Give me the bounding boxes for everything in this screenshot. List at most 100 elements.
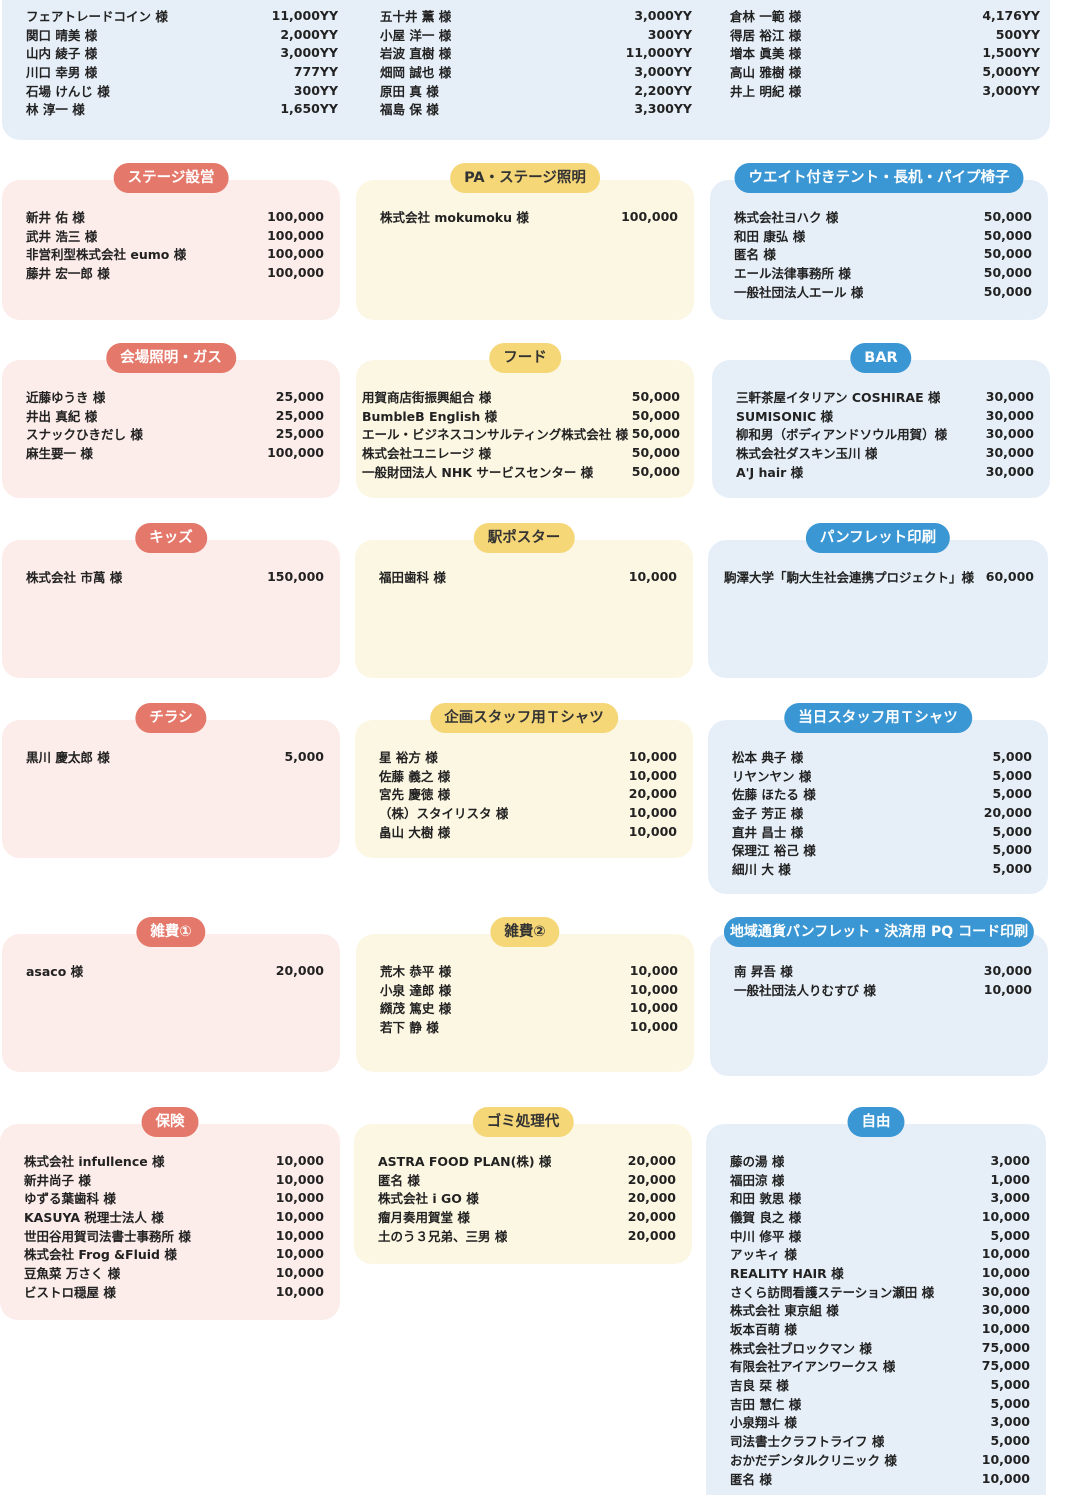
list-item: 松本 典子 様 5,000 [732, 747, 1032, 766]
list-item: 株式会社 Frog &Fluid 様 10,000 [24, 1244, 324, 1263]
list-item: 黒川 慶太郎 様 5,000 [26, 747, 324, 766]
category-card-flyers: チラシ 黒川 慶太郎 様 5,000 [2, 703, 340, 858]
sponsor-amount: 500YY [995, 26, 1040, 42]
sponsor-amount: 5,000 [992, 860, 1032, 876]
sponsor-amount: 1,000 [990, 1171, 1030, 1187]
sponsor-name: 山内 綾子 様 [26, 46, 98, 62]
list-item: 株式会社ユニレージ 様 50,000 [362, 443, 680, 462]
sponsor-amount: 10,000 [628, 748, 677, 764]
list-item: 吉良 栞 様 5,000 [730, 1375, 1030, 1394]
sponsor-name: 近藤ゆうき 様 [26, 389, 106, 405]
sponsor-amount: 10,000 [275, 1208, 324, 1224]
sponsor-name: 金子 芳正 様 [732, 805, 804, 821]
list-item: 世田谷用賀司法書士事務所 様 10,000 [24, 1226, 324, 1245]
sponsor-name: BumbleB English 様 [362, 408, 498, 424]
list-item: リヤンヤン 様 5,000 [732, 766, 1032, 785]
list-item: 株式会社ダスキン玉川 様 30,000 [736, 443, 1034, 462]
sponsor-amount: 10,000 [275, 1246, 324, 1262]
sponsor-amount: 5,000 [990, 1227, 1030, 1243]
sponsor-name: 畠山 大樹 様 [379, 824, 451, 840]
category-title: 駅ポスター [473, 523, 575, 553]
list-item: 新井 佑 様 100,000 [26, 207, 324, 226]
sponsor-name: 武井 浩三 様 [26, 228, 98, 244]
sponsor-name: 世田谷用賀司法書士事務所 様 [24, 1228, 191, 1244]
list-item: 藤の湯 様 3,000 [730, 1151, 1030, 1170]
top-sponsor-box: フェアトレードコイン 様 11,000YY 関口 晴美 様 2,000YY 山内 綾… [2, 0, 1050, 140]
sponsor-list: 株式会社 市萬 様 150,000 [26, 567, 324, 586]
sponsor-amount: 10,000 [628, 823, 677, 839]
sponsor-amount: 50,000 [983, 283, 1032, 299]
sponsor-name: 株式会社 東京組 様 [730, 1303, 839, 1319]
sponsor-amount: 5,000 [992, 748, 1032, 764]
category-title: 企画スタッフ用Ｔシャツ [430, 703, 618, 733]
sponsor-amount: 10,000 [275, 1227, 324, 1243]
sponsor-amount: 20,000 [983, 804, 1032, 820]
list-item: おかだデンタルクリニック 様 10,000 [730, 1450, 1030, 1469]
list-item: 五十井 薫 様 3,000YY [380, 6, 692, 25]
sponsor-amount: 30,000 [985, 444, 1034, 460]
sponsor-amount: 3,000YY [634, 63, 692, 79]
sponsor-amount: 50,000 [631, 407, 680, 423]
sponsor-list: 新井 佑 様 100,000 武井 浩三 様 100,000 非営利型株式会社 eumo… [26, 207, 324, 282]
sponsor-amount: 300YY [293, 82, 338, 98]
sponsor-amount: 25,000 [275, 426, 324, 442]
list-item: 畠山 大樹 様 10,000 [379, 822, 677, 841]
sponsor-name: 小泉 達郎 様 [380, 982, 452, 998]
sponsor-list: 近藤ゆうき 様 25,000 井出 真紀 様 25,000 スナックひきだし 様 25,0… [26, 387, 324, 462]
sponsor-amount: 50,000 [983, 264, 1032, 280]
sponsor-name: エール・ビジネスコンサルティング株式会社 様 [362, 427, 629, 443]
sponsor-name: 用賀商店街振興組合 様 [362, 389, 492, 405]
list-item: 儀賀 良之 様 10,000 [730, 1207, 1030, 1226]
sponsor-amount: 30,000 [985, 388, 1034, 404]
sponsor-name: 有限会社アイアンワークス 様 [730, 1359, 896, 1375]
list-item: 用賀商店街振興組合 様 50,000 [362, 387, 680, 406]
category-title: 当日スタッフ用Ｔシャツ [784, 703, 972, 733]
sponsor-name: 瘤月奏用賀堂 様 [378, 1209, 470, 1225]
sponsor-amount: 3,300YY [634, 101, 692, 117]
list-item: 保理江 裕己 様 5,000 [732, 840, 1032, 859]
sponsor-amount: 50,000 [983, 227, 1032, 243]
sponsor-amount: 60,000 [985, 568, 1034, 584]
category-card-kids: キッズ 株式会社 市萬 様 150,000 [2, 523, 340, 678]
sponsor-name: 五十井 薫 様 [380, 8, 452, 24]
sponsor-name: 纐茂 篤史 様 [380, 1001, 452, 1017]
sponsor-name: 得居 裕江 様 [730, 27, 802, 43]
category-card-insurance: 保険 株式会社 infullence 様 10,000 新井尚子 様 10,000 ゆず… [0, 1107, 340, 1320]
sponsor-amount: 5,000 [990, 1395, 1030, 1411]
sponsor-amount: 10,000 [629, 981, 678, 997]
sponsor-list: 南 昇吾 様 30,000 一般社団法人りむすび 様 10,000 [734, 961, 1032, 998]
sponsor-amount: 10,000 [981, 1451, 1030, 1467]
list-item: 非営利型株式会社 eumo 様 100,000 [26, 244, 324, 263]
list-item: 株式会社 東京組 様 30,000 [730, 1301, 1030, 1320]
sponsor-name: asaco 様 [26, 963, 84, 979]
sponsor-list: 株式会社ヨハク 様 50,000 和田 康弘 様 50,000 匿名 様 50,000 エー… [734, 207, 1032, 300]
category-card-planning-staff-tshirts: 企画スタッフ用Ｔシャツ 星 裕方 様 10,000 佐藤 義之 様 10,000 宮先 … [355, 703, 693, 858]
sponsor-name: 匿名 様 [730, 1471, 772, 1487]
list-item: A'J hair 様 30,000 [736, 462, 1034, 481]
category-title: パンフレット印刷 [805, 523, 951, 553]
sponsor-amount: 1,650YY [280, 101, 338, 117]
sponsor-list: 駒澤大学「駒大生社会連携プロジェクト」様 60,000 [724, 567, 1034, 586]
sponsor-name: 一般社団法人りむすび 様 [734, 982, 876, 998]
list-item: 柳和男（ボディアンドソウル用賀）様 30,000 [736, 424, 1034, 443]
sponsor-name: 小屋 洋一 様 [380, 27, 452, 43]
list-item: 司法書士クラフトライフ 様 5,000 [730, 1431, 1030, 1450]
sponsor-name: 南 昇吾 様 [734, 963, 793, 979]
sponsor-name: 細川 大 様 [732, 861, 791, 877]
sponsor-amount: 10,000 [629, 1018, 678, 1034]
sponsor-amount: 30,000 [983, 962, 1032, 978]
list-item: 匿名 様 20,000 [378, 1170, 676, 1189]
sponsor-name: 中川 修平 様 [730, 1228, 802, 1244]
sponsor-name: 松本 典子 様 [732, 749, 804, 765]
sponsor-amount: 300YY [647, 26, 692, 42]
sponsor-name: 福田歯科 様 [379, 569, 446, 585]
sponsor-name: 儀賀 良之 様 [730, 1209, 802, 1225]
sponsor-amount: 75,000 [981, 1358, 1030, 1374]
sponsor-list: 用賀商店街振興組合 様 50,000 BumbleB English 様 50,000… [362, 387, 680, 480]
sponsor-amount: 20,000 [627, 1171, 676, 1187]
sponsor-amount: 10,000 [981, 1208, 1030, 1224]
sponsor-name: エール法律事務所 様 [734, 265, 851, 281]
sponsor-name: REALITY HAIR 様 [730, 1265, 844, 1281]
sponsor-amount: 5,000 [990, 1377, 1030, 1393]
sponsor-name: 坂本百萌 様 [730, 1322, 797, 1338]
